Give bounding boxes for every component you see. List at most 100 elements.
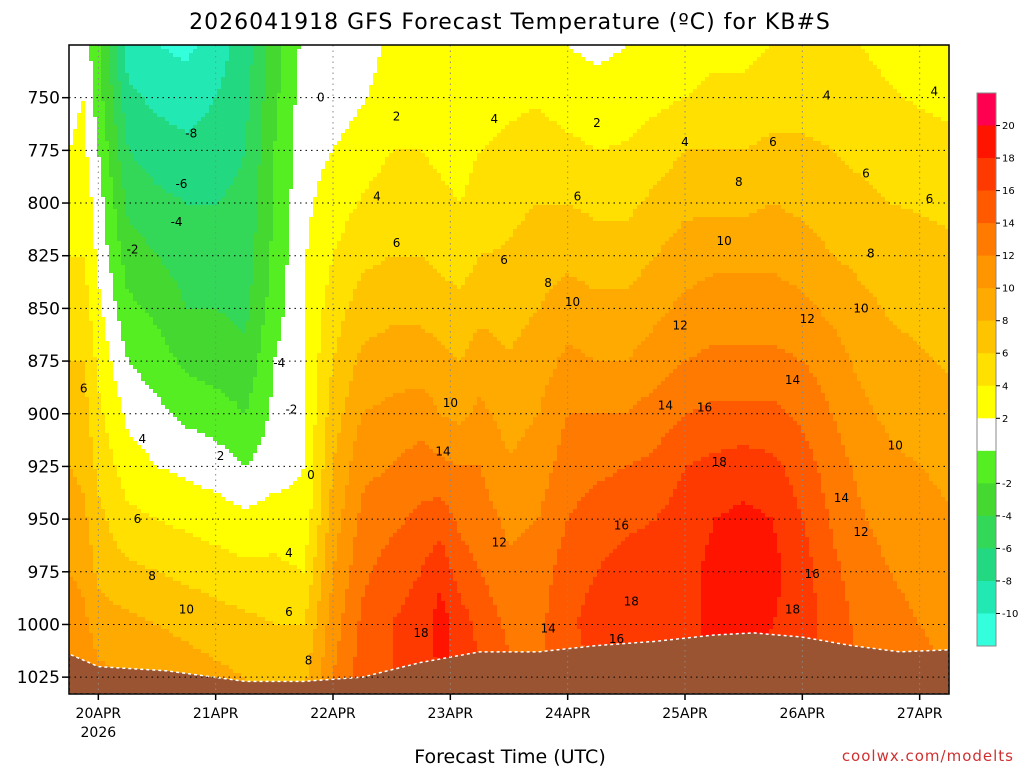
temperature-cell [101,645,106,650]
temperature-cell [73,113,78,118]
temperature-cell [93,257,98,262]
temperature-cell [101,57,106,62]
temperature-cell [93,401,98,406]
temperature-cell [101,561,106,566]
temperature-cell [73,373,78,378]
temperature-cell [93,161,98,166]
temperature-cell [97,249,102,254]
temperature-cell [97,453,102,458]
temperature-cell [73,585,78,590]
temperature-cell [81,117,86,122]
temperature-cell [93,409,98,414]
temperature-cell [81,481,86,486]
temperature-cell [101,613,106,618]
temperature-cell [101,393,106,398]
temperature-cell [101,317,106,322]
temperature-cell [97,401,102,406]
temperature-cell [97,577,102,582]
temperature-cell [81,69,86,74]
temperature-cell [105,93,110,98]
temperature-cell [73,437,78,442]
temperature-cell [81,561,86,566]
temperature-cell [101,521,106,526]
temperature-cell [85,73,90,78]
temperature-cell [93,93,98,98]
temperature-cell [93,561,98,566]
temperature-cell [97,309,102,314]
temperature-cell [97,397,102,402]
temperature-cell [97,49,102,54]
temperature-cell [85,645,90,650]
temperature-cell [89,417,94,422]
temperature-cell [97,597,102,602]
temperature-cell [89,585,94,590]
temperature-cell [97,405,102,410]
temperature-cell [97,365,102,370]
temperature-cell [73,177,78,182]
temperature-cell [81,565,86,570]
temperature-cell [101,321,106,326]
temperature-cell [97,641,102,646]
temperature-cell [73,85,78,90]
temperature-cell [101,249,106,254]
temperature-cell [101,485,106,490]
temperature-cell [73,361,78,366]
temperature-cell [73,577,78,582]
temperature-cell [97,117,102,122]
temperature-cell [97,121,102,126]
temperature-cell [73,149,78,154]
temperature-cell [89,237,94,242]
temperature-cell [81,369,86,374]
temperature-cell [89,309,94,314]
temperature-cell [101,85,106,90]
temperature-cell [85,529,90,534]
temperature-cell [97,505,102,510]
temperature-cell [93,329,98,334]
temperature-cell [93,81,98,86]
temperature-cell [85,133,90,138]
temperature-cell [77,437,82,442]
temperature-cell [73,401,78,406]
temperature-cell [101,653,106,658]
temperature-cell [93,461,98,466]
temperature-cell [97,141,102,146]
temperature-cell [81,477,86,482]
temperature-cell [89,181,94,186]
temperature-cell [85,225,90,230]
temperature-cell [85,81,90,86]
temperature-cell [97,637,102,642]
temperature-cell [77,137,82,142]
temperature-cell [89,341,94,346]
temperature-cell [89,521,94,526]
temperature-cell [89,437,94,442]
temperature-cell [77,353,82,358]
temperature-cell [97,245,102,250]
temperature-cell [89,533,94,538]
temperature-cell [73,473,78,478]
temperature-cell [81,209,86,214]
temperature-cell [73,301,78,306]
temperature-cell [101,305,106,310]
temperature-cell [85,269,90,274]
temperature-cell [85,473,90,478]
temperature-cell [97,373,102,378]
temperature-cell [97,297,102,302]
temperature-cell [93,553,98,558]
temperature-cell [93,529,98,534]
temperature-cell [81,341,86,346]
temperature-cell [97,589,102,594]
temperature-cell [73,129,78,134]
temperature-cell [101,657,106,662]
temperature-cell [93,205,98,210]
temperature-cell [81,517,86,522]
temperature-cell [85,465,90,470]
temperature-cell [101,341,106,346]
temperature-cell [81,61,86,66]
temperature-cell [93,265,98,270]
temperature-cell [85,289,90,294]
temperature-cell [73,541,78,546]
temperature-cell [89,277,94,282]
temperature-cell [81,617,86,622]
temperature-cell [93,245,98,250]
temperature-cell [81,645,86,650]
